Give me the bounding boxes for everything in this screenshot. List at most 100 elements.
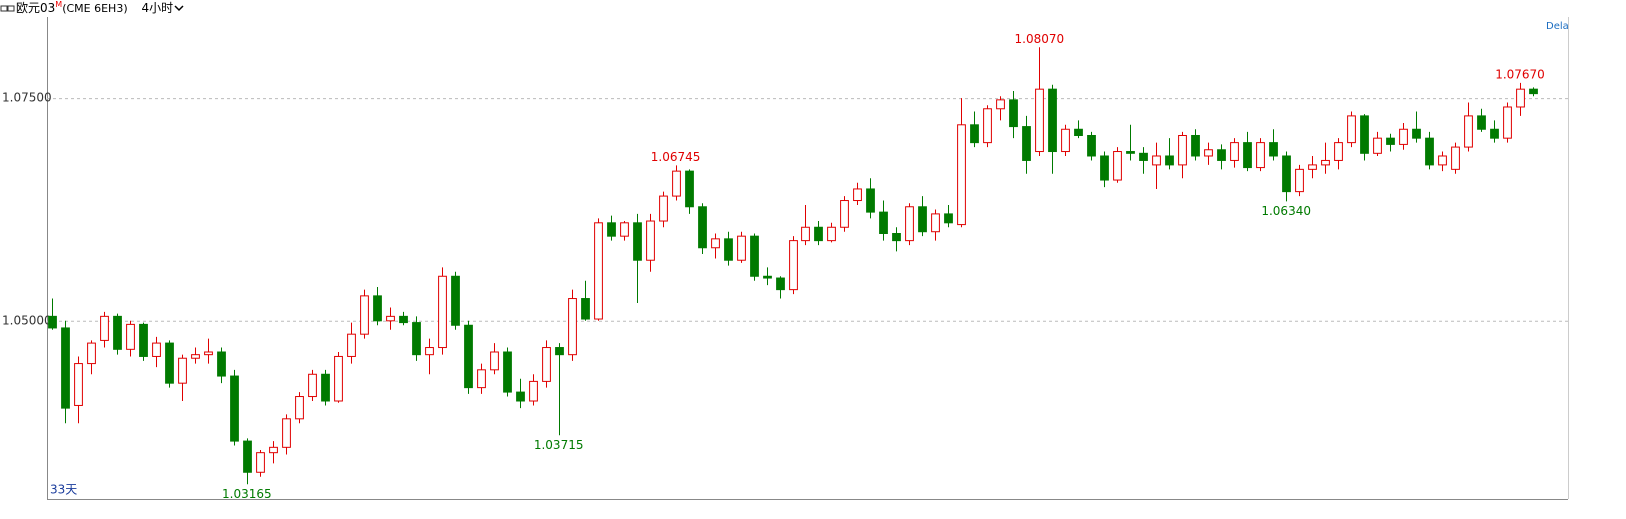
candle-body [607,222,616,237]
symbol[interactable]: 欧元03 [16,1,56,15]
candle-body [1243,142,1252,169]
candle-body [633,222,642,261]
candle-body [1490,128,1499,139]
candle-body [243,440,252,473]
candle-body [61,327,70,409]
candle-body [334,355,343,402]
candle-body [477,369,486,389]
range-label: 33天 [50,483,77,497]
extreme-label: 1.03715 [534,438,584,452]
candle-body [464,324,473,389]
chevron[interactable] [173,0,185,17]
candle-body [87,342,96,365]
candle-body [308,373,317,398]
candle-body [814,226,823,242]
extreme-label: 1.08070 [1015,32,1065,46]
candle-body [892,232,901,242]
candle-body [1061,128,1070,153]
candle-body [503,351,512,393]
extreme-label: 1.06340 [1261,204,1311,218]
candle-body [1139,152,1148,161]
candle-body [776,277,785,291]
candle-body [1477,115,1486,130]
candle-body [1464,115,1473,148]
candle-body [1048,88,1057,153]
candle-body [1165,155,1174,166]
candle-body [853,188,862,202]
symbol-mark: M [55,0,63,9]
candle-body [412,322,421,356]
candle-body [944,213,953,224]
candle-body [931,213,940,233]
candle-body [347,333,356,357]
y-tick-label: 1.07500 [2,91,52,105]
candle-body [1399,128,1408,145]
candle-body [204,351,213,356]
candle-body [425,347,434,356]
candle-body [256,452,265,473]
candle-body [230,375,239,442]
candle-body [1100,155,1109,181]
toolbar: 欧元03M(CME 6EH3) 4小时 [0,0,1626,17]
extreme-label: 1.07670 [1495,67,1545,81]
candle-body [399,315,408,324]
candle-body [386,315,395,322]
candle-body [763,275,772,279]
candle-body [1516,88,1525,108]
candle-body [724,238,733,261]
candle-body [1425,137,1434,166]
candle-body [74,363,83,406]
candle-body [451,275,460,326]
candle-body [711,238,720,249]
candle-body [191,354,200,359]
candle-body [113,315,122,350]
candle-body [1230,142,1239,161]
candle-body [1178,134,1187,166]
candle-body [1295,168,1304,193]
candle-body [581,298,590,320]
candle-body [1373,137,1382,154]
candle-body [789,240,798,291]
candle-body [165,342,174,384]
candle-body [879,211,888,234]
candle-body [1308,164,1317,170]
candle-body [866,188,875,213]
candle-body [801,226,810,242]
candle-body [698,206,707,249]
candle-body [983,108,992,144]
extreme-label: 1.06745 [651,150,701,164]
candle-body [321,373,330,402]
candle-body [1113,151,1122,181]
candle-body [269,446,278,454]
candle-body [1438,155,1447,166]
candle-body [840,200,849,228]
candle-body [217,351,226,377]
candle-body [373,295,382,322]
candle-body [905,206,914,242]
period[interactable]: 4小时 [141,1,174,15]
candle-body [100,315,109,341]
candle-body [1022,126,1031,161]
candle-body [737,235,746,261]
candle-body [1035,88,1044,153]
candle-body [1009,99,1018,128]
candle-body [139,323,148,357]
candle-body [1386,137,1395,145]
candle-body [438,275,447,349]
y-tick-label: 1.05000 [2,313,52,327]
candle-body [750,235,759,277]
candle-body [1087,134,1096,157]
candle-body [1269,142,1278,157]
candle-body [295,396,304,420]
icon [0,5,15,12]
candle-body [48,315,57,329]
contract: (CME 6EH3) [62,2,128,15]
candle-body [1451,146,1460,170]
candle-body [1347,115,1356,144]
candle-body [529,380,538,402]
candle-body [516,391,525,402]
extreme-label: 1.03165 [222,487,272,501]
candle-body [490,351,499,371]
